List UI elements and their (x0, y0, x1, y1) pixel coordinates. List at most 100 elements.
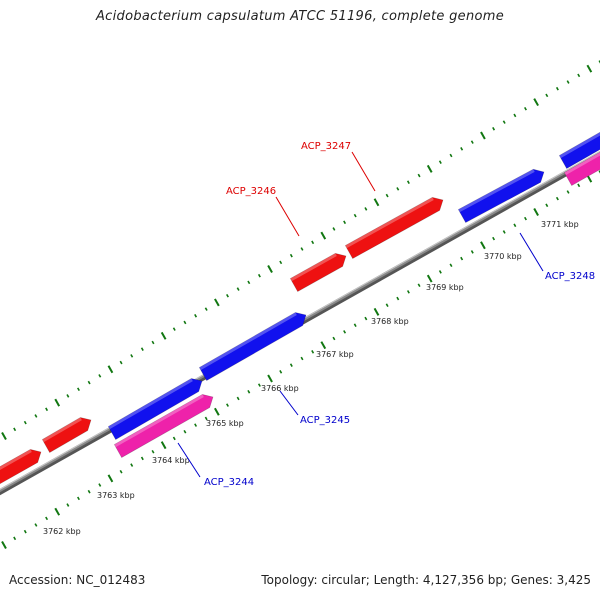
major-tick (586, 174, 593, 183)
minor-tick (257, 383, 261, 387)
major-tick (160, 441, 167, 450)
scale-tick-label: 3764 kbp (152, 456, 190, 465)
minor-tick (172, 327, 176, 331)
minor-tick (151, 340, 155, 345)
gene-arrow-reverse (198, 312, 307, 381)
major-tick (480, 241, 486, 250)
major-tick (320, 341, 327, 350)
major-tick (373, 307, 380, 316)
minor-tick (130, 354, 134, 358)
minor-tick (502, 230, 506, 234)
minor-tick (555, 86, 559, 91)
gene-arrow-forward-highlight (290, 253, 337, 282)
minor-tick (545, 203, 549, 208)
minor-tick (13, 536, 17, 541)
minor-tick (406, 290, 410, 294)
minor-tick (577, 73, 581, 78)
gene-arrow-reverse (457, 168, 545, 223)
gene-arrow-other-highlight (564, 152, 600, 176)
gene-arrow-other (563, 151, 600, 186)
minor-tick (492, 236, 496, 241)
major-tick (586, 64, 593, 73)
minor-tick (449, 263, 453, 268)
gene-label: ACP_3246 (226, 186, 276, 197)
minor-tick (87, 489, 91, 494)
gene-arrow-reverse-highlight (458, 169, 535, 213)
gene-arrow-forward-highlight (0, 449, 32, 471)
minor-tick (524, 216, 527, 221)
minor-tick (66, 503, 70, 507)
minor-tick (438, 270, 442, 274)
gene-arrow-reverse (558, 131, 600, 169)
minor-tick (45, 407, 49, 412)
minor-tick (332, 336, 336, 341)
minor-tick (98, 374, 102, 378)
minor-tick (364, 207, 368, 211)
minor-tick (194, 313, 198, 318)
minor-tick (23, 529, 27, 534)
scale-tick-label: 3767 kbp (316, 350, 354, 359)
minor-tick (417, 283, 421, 288)
minor-tick (343, 220, 347, 225)
major-tick (373, 198, 380, 207)
minor-tick (577, 183, 581, 188)
minor-tick (98, 483, 102, 487)
minor-tick (449, 153, 453, 158)
minor-tick (513, 223, 517, 228)
minor-tick (183, 429, 187, 434)
major-tick (54, 507, 61, 516)
minor-tick (236, 287, 240, 291)
gene-arrow-other (113, 394, 214, 458)
minor-tick (119, 469, 123, 474)
minor-tick (566, 190, 570, 194)
major-tick (107, 365, 114, 374)
minor-tick (311, 240, 315, 245)
minor-tick (555, 196, 559, 201)
scale-tick-label: 3771 kbp (541, 220, 579, 229)
scale-tick-label: 3768 kbp (371, 317, 409, 326)
gene-label: ACP_3245 (300, 415, 350, 426)
minor-tick (502, 120, 506, 124)
major-tick (426, 164, 433, 173)
major-tick (214, 407, 220, 416)
minor-tick (45, 516, 49, 521)
gene-callout-line (279, 390, 299, 416)
minor-tick (492, 126, 496, 131)
scale-tick-label: 3766 kbp (261, 384, 299, 393)
minor-tick (598, 170, 600, 174)
major-tick (533, 207, 539, 216)
minor-tick (119, 360, 123, 365)
scale-tick-label: 3762 kbp (43, 527, 81, 536)
minor-tick (151, 449, 155, 454)
minor-tick (353, 323, 357, 327)
minor-tick (66, 394, 70, 398)
minor-tick (257, 273, 261, 278)
scale-tick-label: 3769 kbp (426, 283, 464, 292)
major-tick (480, 131, 486, 140)
gene-label: ACP_3247 (301, 141, 351, 152)
minor-tick (289, 253, 293, 258)
minor-tick (34, 523, 38, 527)
gene-arrow-forward-highlight (345, 197, 434, 249)
minor-tick (204, 416, 208, 421)
genome-title: Acidobacterium capsulatum ATCC 51196, co… (95, 9, 505, 24)
gene-label: ACP_3244 (204, 477, 254, 488)
gene-callout-line (177, 442, 201, 478)
minor-tick (385, 303, 389, 308)
genome-summary: Topology: circular; Length: 4,127,356 bp… (261, 573, 591, 587)
gene-callout-line (351, 151, 376, 192)
gene-arrow-forward-highlight (42, 417, 82, 443)
minor-tick (364, 316, 368, 321)
minor-tick (289, 363, 293, 367)
minor-tick (332, 227, 336, 231)
gene-arrow-other-highlight (114, 394, 204, 448)
gene-arrow-reverse-highlight (559, 132, 600, 159)
tick-layer (1, 60, 600, 549)
minor-tick (396, 187, 400, 191)
minor-tick (183, 320, 187, 325)
gene-arrow-reverse-highlight (108, 378, 193, 430)
minor-tick (204, 307, 208, 311)
minor-tick (279, 370, 283, 374)
minor-tick (406, 180, 410, 185)
